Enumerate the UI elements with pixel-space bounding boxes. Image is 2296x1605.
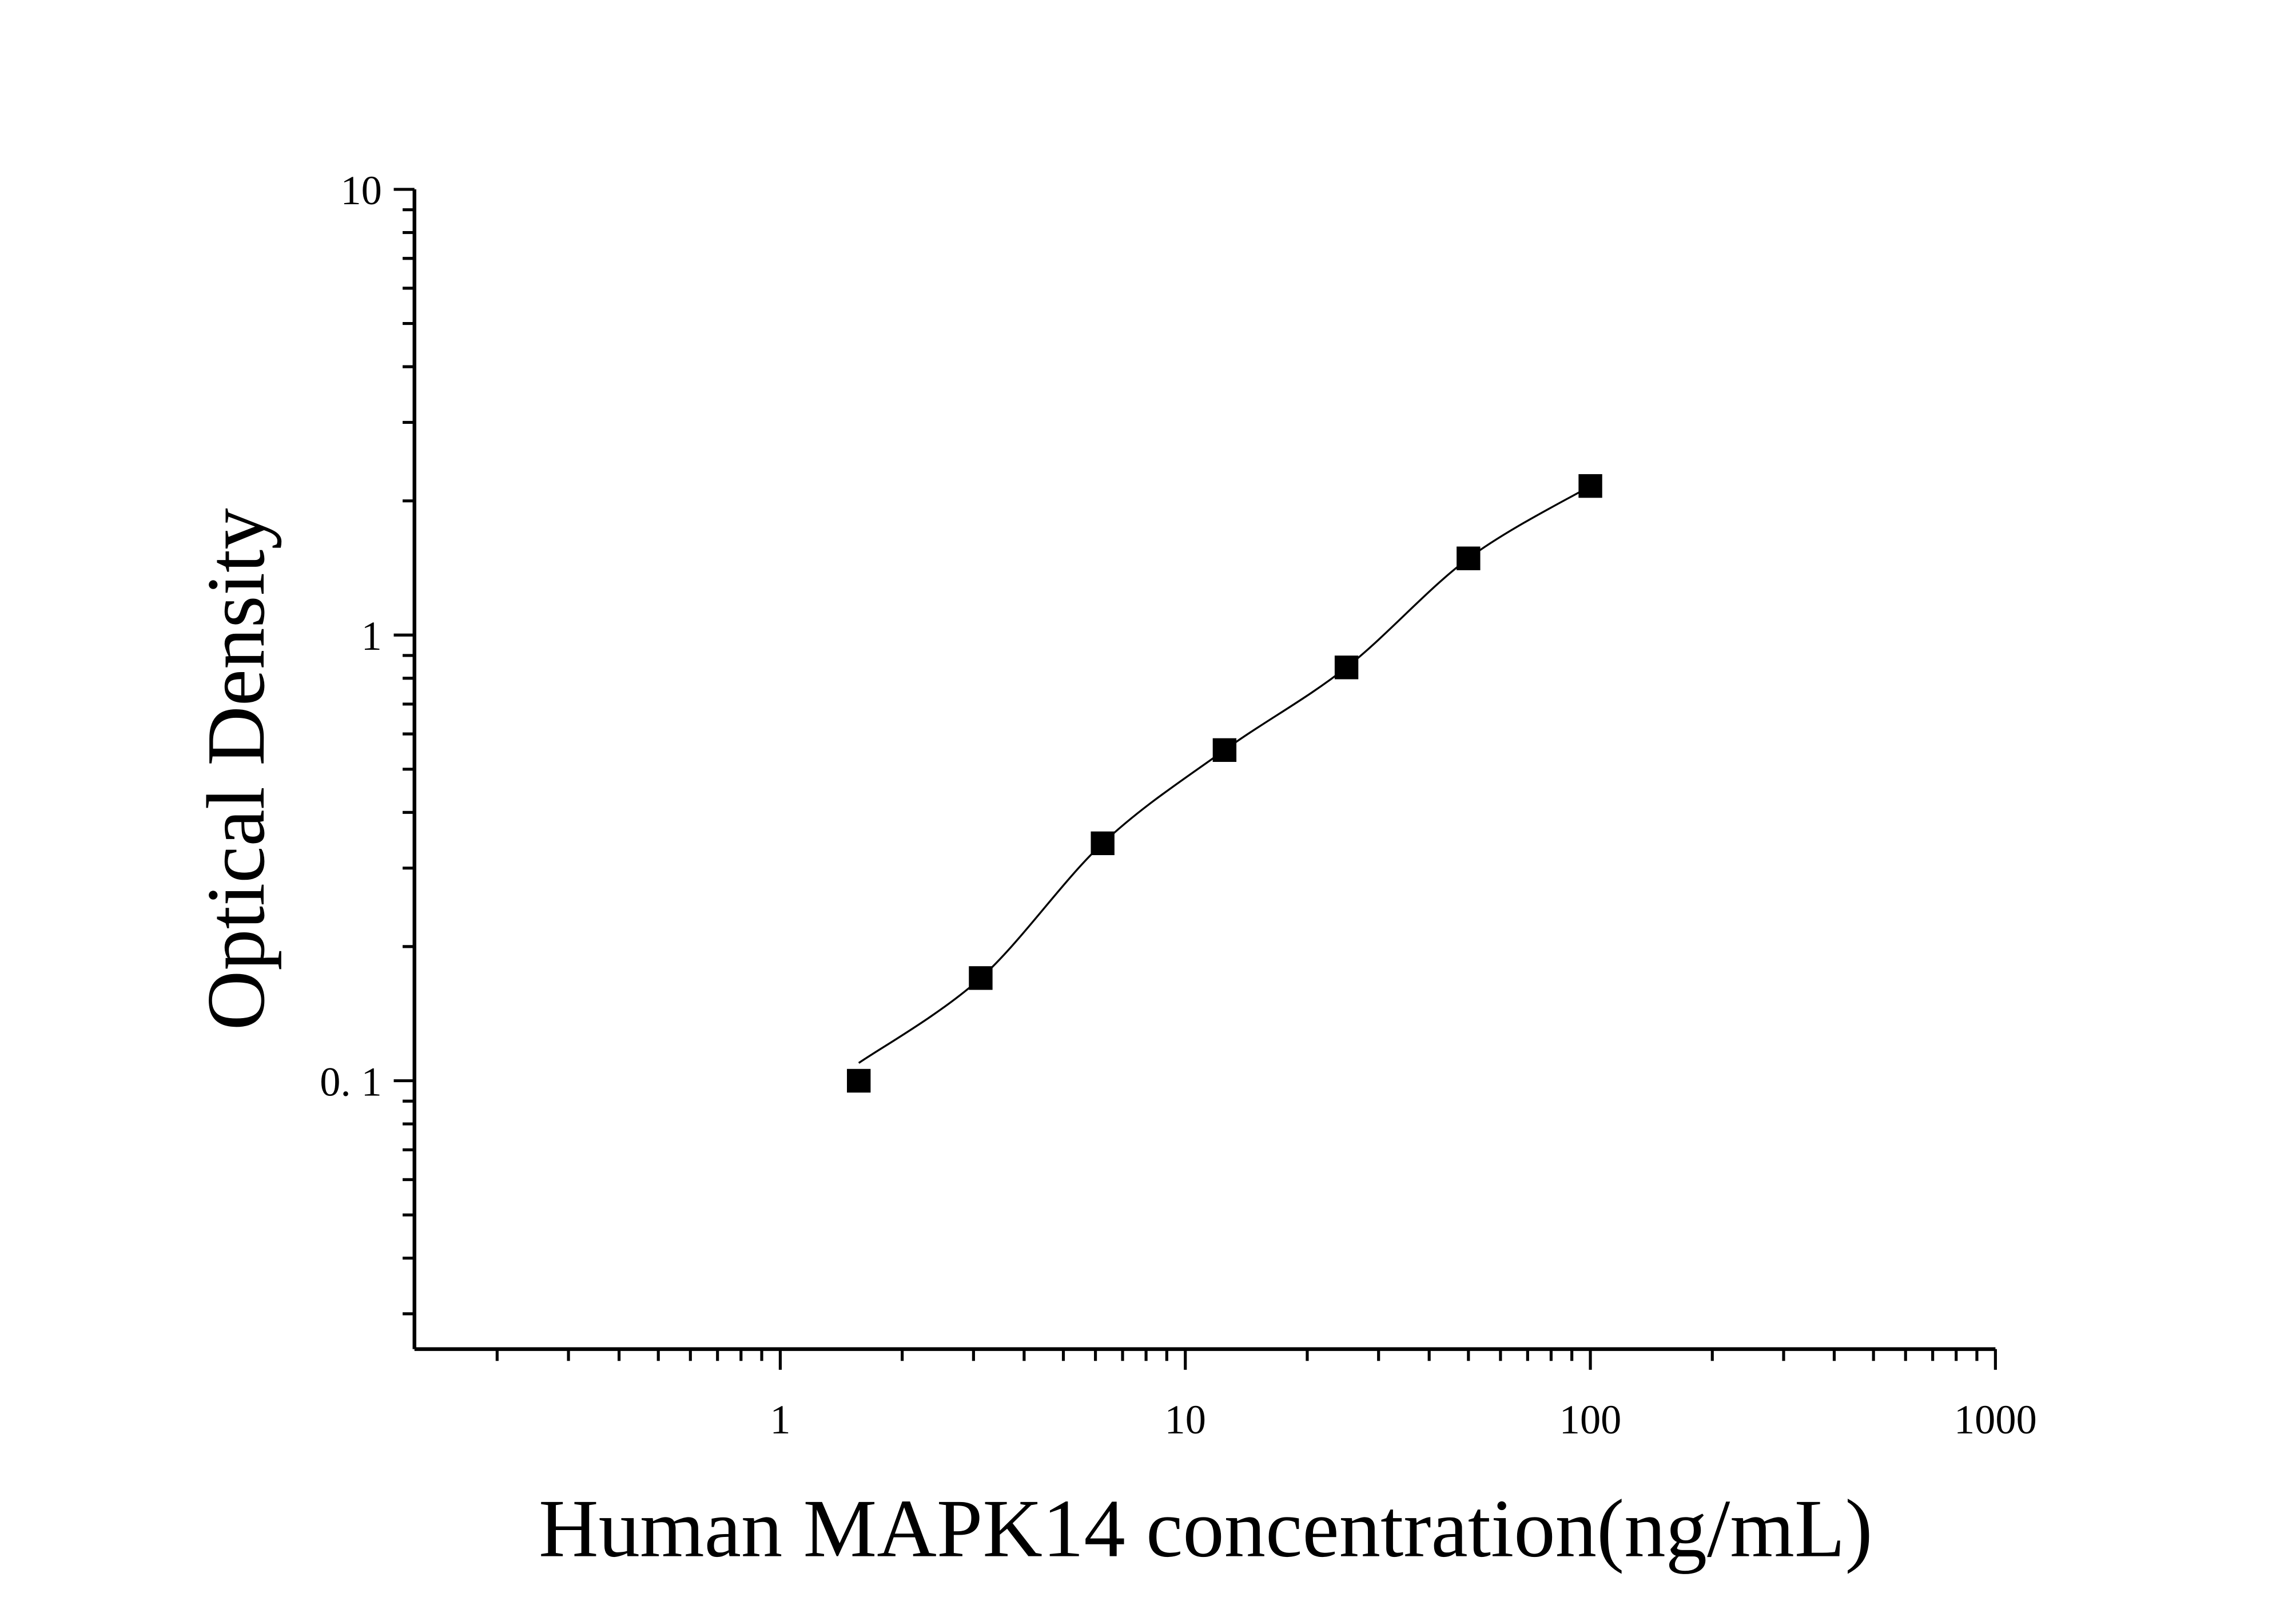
axes — [412, 189, 1996, 1351]
data-point — [847, 1068, 871, 1093]
y-tick-label: 0. 1 — [320, 1058, 382, 1105]
data-point — [1212, 738, 1237, 762]
fit-curve — [858, 485, 1591, 1064]
data-marks — [847, 474, 1602, 1093]
x-tick-label: 100 — [1559, 1396, 1622, 1443]
y-tick-label: 1 — [361, 613, 382, 659]
data-point — [1091, 831, 1115, 856]
y-axis-title: Optical Density — [190, 508, 282, 1030]
ticks: 1 10 100 1000 0. 1 1 10 — [320, 167, 2037, 1443]
x-tick-label: 1 — [770, 1396, 790, 1443]
data-point — [1457, 546, 1481, 570]
data-point — [969, 966, 993, 990]
data-point — [1578, 474, 1602, 498]
x-tick-label: 1000 — [1954, 1396, 2037, 1443]
x-axis-title: Human MAPK14 concentration(ng/mL) — [539, 1483, 1873, 1575]
x-tick-label: 10 — [1165, 1396, 1206, 1443]
y-tick-label: 10 — [340, 167, 381, 213]
data-point — [1334, 655, 1359, 680]
